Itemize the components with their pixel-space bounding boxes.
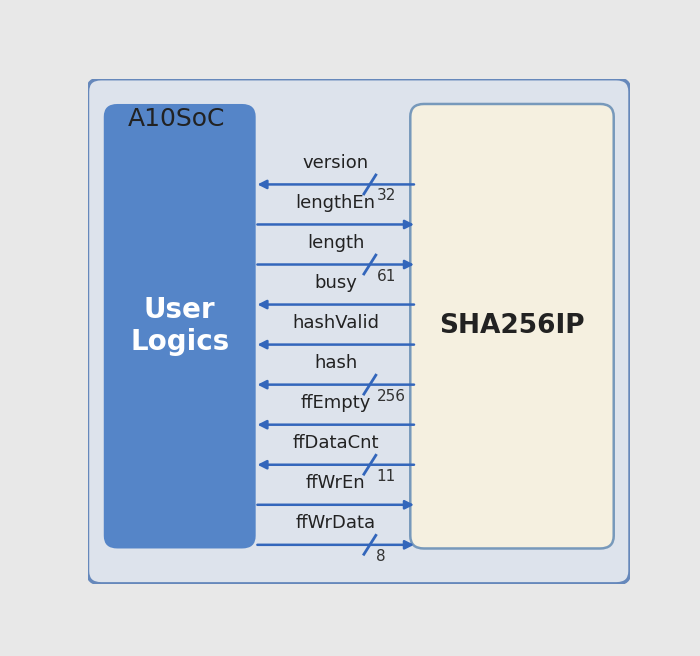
Text: 8: 8 [377, 549, 386, 564]
Text: ffWrData: ffWrData [295, 514, 376, 532]
Text: lengthEn: lengthEn [295, 194, 376, 212]
Text: A10SoC: A10SoC [128, 106, 225, 131]
FancyBboxPatch shape [104, 104, 256, 548]
Text: length: length [307, 234, 365, 252]
FancyBboxPatch shape [410, 104, 614, 548]
Text: ffEmpty: ffEmpty [300, 394, 371, 412]
Text: hashValid: hashValid [292, 314, 379, 332]
Text: busy: busy [314, 274, 357, 292]
Text: version: version [302, 154, 369, 172]
FancyBboxPatch shape [88, 79, 630, 584]
Text: User
Logics: User Logics [130, 296, 230, 356]
Text: 32: 32 [377, 188, 395, 203]
Text: 256: 256 [377, 389, 405, 403]
Text: 11: 11 [377, 469, 395, 483]
Text: SHA256IP: SHA256IP [439, 313, 584, 339]
Text: 61: 61 [377, 268, 395, 283]
Text: hash: hash [314, 354, 357, 372]
Text: ffDataCnt: ffDataCnt [293, 434, 379, 452]
Text: ffWrEn: ffWrEn [306, 474, 365, 492]
